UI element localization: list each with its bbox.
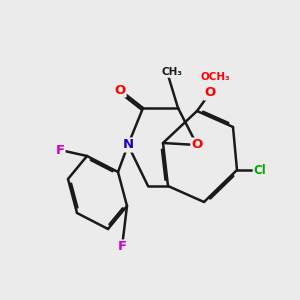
- Text: OCH₃: OCH₃: [200, 72, 230, 82]
- Text: O: O: [204, 86, 216, 100]
- Text: F: F: [56, 143, 64, 157]
- Text: O: O: [114, 83, 126, 97]
- Text: N: N: [122, 139, 134, 152]
- Text: Cl: Cl: [254, 164, 266, 176]
- Text: F: F: [117, 241, 127, 254]
- Text: O: O: [191, 139, 203, 152]
- Text: CH₃: CH₃: [162, 67, 183, 77]
